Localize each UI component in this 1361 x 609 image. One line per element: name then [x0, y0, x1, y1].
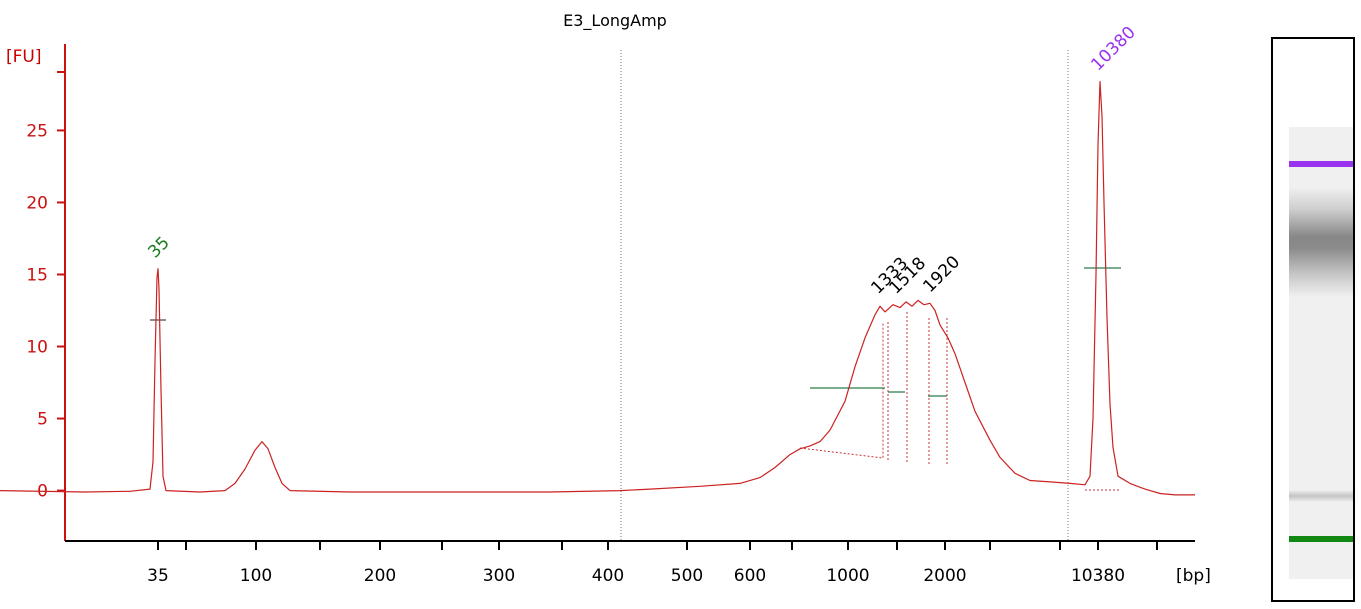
gel-upper-marker-band [1289, 161, 1353, 167]
x-tick-label: 300 [483, 566, 515, 586]
peak-annotations [150, 267, 1121, 491]
x-tick-label: 35 [147, 566, 169, 586]
chart-title: E3_LongAmp [563, 11, 667, 31]
integration-line [799, 322, 884, 459]
peak-label: 1920 [919, 252, 964, 297]
y-tick-label: 15 [26, 265, 48, 285]
y-axis-label: [FU] [6, 47, 42, 67]
trace-line [0, 80, 1195, 496]
x-tick-label: 500 [671, 566, 703, 586]
x-tick-label: 1000 [826, 566, 869, 586]
y-tick-label: 20 [26, 193, 48, 213]
gel-faint-band [1289, 490, 1353, 502]
x-tick-label: 400 [592, 566, 624, 586]
x-tick-label: 100 [240, 566, 272, 586]
x-axis-label: [bp] [1176, 566, 1211, 586]
gel-lower-marker-band [1289, 536, 1353, 542]
y-tick-label: 5 [37, 410, 48, 430]
gel-lane [1271, 37, 1355, 602]
x-tick-label: 2000 [923, 566, 966, 586]
peak-label: 35 [144, 233, 173, 262]
trace [0, 80, 1195, 496]
gel-smear [1289, 187, 1353, 297]
y-tick-label: 10 [26, 338, 48, 358]
peak-label: 10380 [1087, 23, 1139, 75]
x-tick-label: 10380 [1071, 566, 1125, 586]
x-tick-label: 200 [364, 566, 396, 586]
x-tick-label: 600 [734, 566, 766, 586]
y-tick-label: 25 [26, 121, 48, 141]
